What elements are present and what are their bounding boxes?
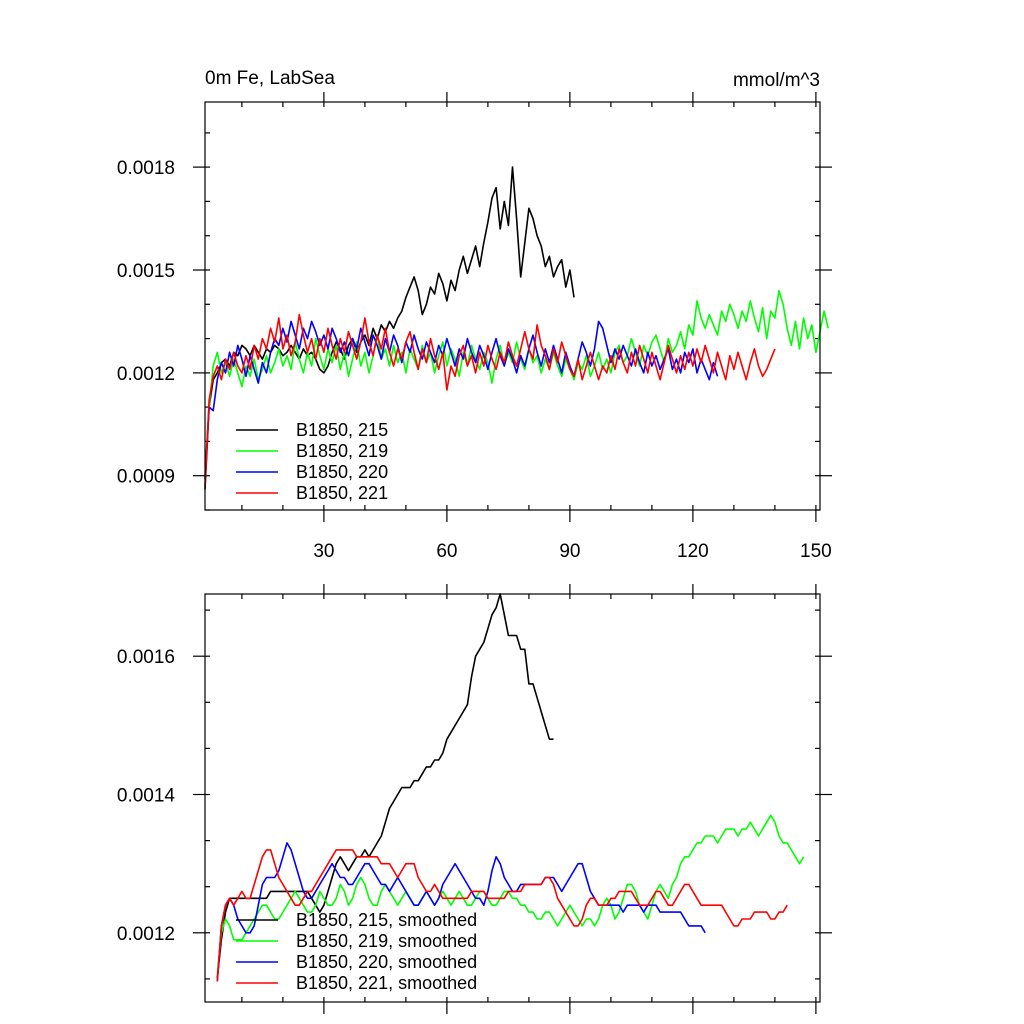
y-tick-label: 0.0012: [117, 924, 175, 945]
y-tick-label: 0.0014: [117, 786, 176, 807]
bottom-panel-tick-labels: 0.0012 0.0014 0.0016: [117, 647, 176, 945]
series-line: [204, 313, 776, 487]
series-line: [204, 166, 575, 490]
panel-title-left: 0m Fe, LabSea: [205, 68, 335, 89]
series-line: [216, 814, 805, 975]
y-tick-label: 0.0016: [117, 647, 175, 668]
legend-label: B1850, 221, smoothed: [296, 973, 477, 993]
series-line: [216, 593, 554, 978]
top-panel: 0m Fe, LabSea mmol/m^3 30 60 90 120 150 0.000…: [117, 68, 832, 562]
y-tick-label: 0.0012: [117, 364, 175, 385]
series-line: [204, 320, 719, 480]
legend-label: B1850, 219: [296, 441, 388, 461]
x-tick-label: 60: [436, 541, 457, 562]
legend-label: B1850, 215: [296, 420, 388, 440]
top-panel-series: [204, 166, 829, 490]
y-tick-label: 0.0009: [117, 467, 175, 488]
legend-label: B1850, 219, smoothed: [296, 931, 477, 951]
top-panel-ticks: [193, 92, 832, 522]
bottom-panel-frame: [204, 593, 821, 1003]
x-tick-label: 150: [800, 541, 832, 562]
top-panel-tick-labels: 30 60 90 120 150 0.0009 0.0012 0.0015 0.0018: [117, 158, 832, 562]
panel-title-units: mmol/m^3: [733, 70, 820, 91]
top-panel-frame: [204, 101, 821, 511]
legend-label: B1850, 221: [296, 483, 388, 503]
legend-label: B1850, 220, smoothed: [296, 952, 477, 972]
y-tick-label: 0.0015: [117, 261, 175, 282]
bottom-panel-series: [216, 593, 805, 982]
series-line: [216, 842, 706, 982]
legend-label: B1850, 215, smoothed: [296, 910, 477, 930]
x-tick-label: 90: [559, 541, 580, 562]
x-tick-label: 120: [677, 541, 709, 562]
series-line: [204, 289, 829, 476]
bottom-panel-ticks: [193, 584, 832, 1014]
x-tick-label: 30: [313, 541, 334, 562]
series-line: [216, 849, 788, 982]
y-tick-label: 0.0018: [117, 158, 175, 179]
legend-label: B1850, 220: [296, 462, 388, 482]
